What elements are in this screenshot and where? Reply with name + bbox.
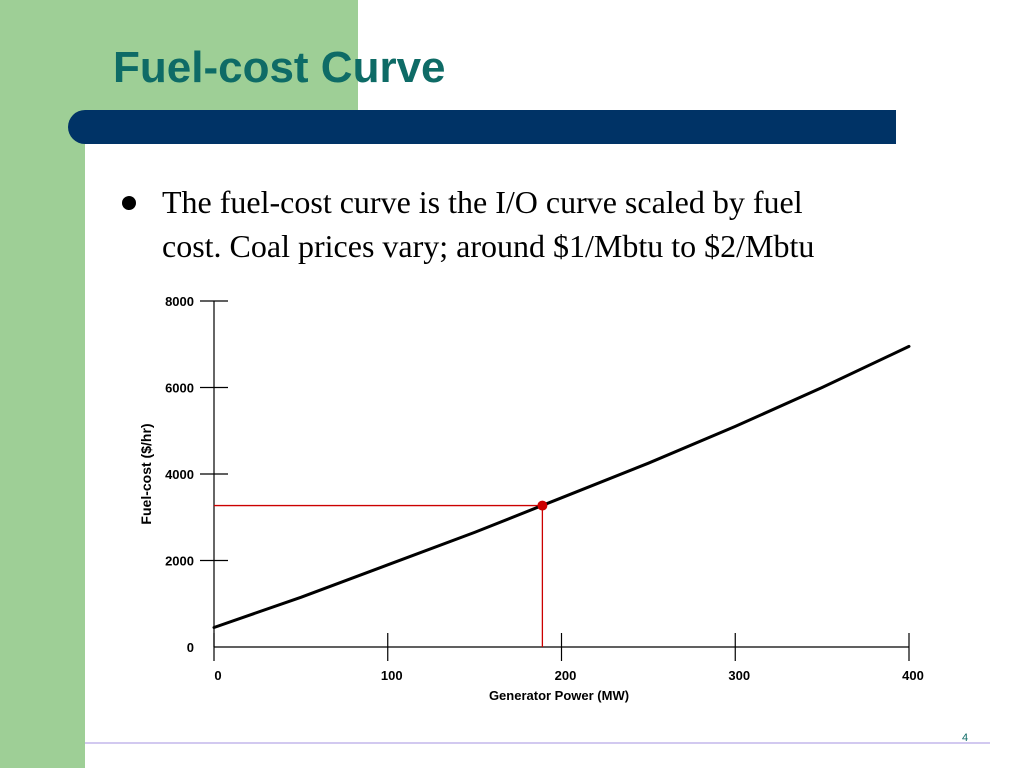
y-tick-label: 4000 <box>165 467 194 482</box>
chart-frame <box>213 301 909 648</box>
y-tick-label: 0 <box>187 640 194 655</box>
y-axis-label: Fuel-cost ($/hr) <box>138 423 154 524</box>
x-tick-label: 0 <box>214 668 221 683</box>
x-tick-label: 200 <box>555 668 577 683</box>
left-green-strip <box>0 110 85 768</box>
header-green-band <box>0 0 358 110</box>
slide-title: Fuel-cost Curve <box>113 43 446 92</box>
series-group <box>212 344 911 629</box>
x-tick-label: 400 <box>902 668 924 683</box>
x-tick-label: 100 <box>381 668 403 683</box>
operating-point-marker <box>537 500 548 511</box>
x-axis-label: Generator Power (MW) <box>489 688 629 703</box>
bullet-line-1: The fuel-cost curve is the I/O curve sca… <box>162 184 803 220</box>
bullet-dot-icon <box>122 196 136 210</box>
y-tick-label: 2000 <box>165 554 194 569</box>
footer-divider <box>25 742 990 744</box>
title-underline-bar <box>68 110 896 144</box>
y-axis-ticks: 0 2000 4000 6000 8000 <box>165 294 228 655</box>
x-axis-ticks: 0 100 200 300 400 <box>213 633 924 683</box>
content-panel <box>85 140 1024 768</box>
page-number: 4 <box>962 732 969 744</box>
y-tick-label: 8000 <box>165 294 194 309</box>
fuel-cost-curve <box>212 344 911 629</box>
x-tick-label: 300 <box>728 668 750 683</box>
bullet-line-2: cost. Coal prices vary; around $1/Mbtu t… <box>162 228 815 264</box>
bullet-text: The fuel-cost curve is the I/O curve sca… <box>162 180 1012 268</box>
highlight-guides <box>214 504 544 647</box>
y-tick-label: 6000 <box>165 381 194 396</box>
